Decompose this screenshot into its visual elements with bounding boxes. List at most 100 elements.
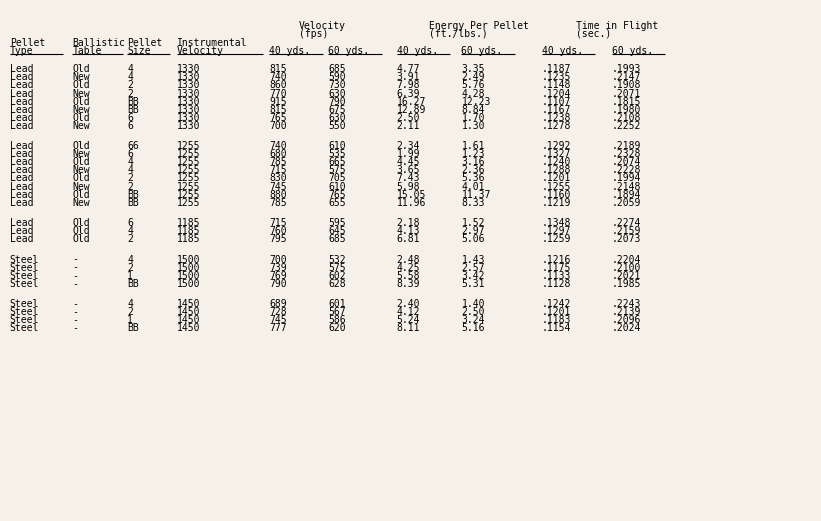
Text: -: -: [72, 323, 78, 333]
Text: 1.23: 1.23: [461, 149, 485, 159]
Text: 15.05: 15.05: [397, 190, 426, 200]
Text: 1450: 1450: [177, 307, 200, 317]
Text: 1.43: 1.43: [461, 254, 485, 265]
Text: .1908: .1908: [612, 80, 641, 91]
Text: 1255: 1255: [177, 165, 200, 176]
Text: BB: BB: [127, 190, 139, 200]
Text: 1330: 1330: [177, 80, 200, 91]
Text: 2: 2: [127, 307, 133, 317]
Text: New: New: [72, 181, 89, 192]
Text: (sec.): (sec.): [576, 29, 612, 39]
Text: Table: Table: [72, 46, 102, 56]
Text: .2100: .2100: [612, 263, 641, 272]
Text: .1278: .1278: [542, 121, 571, 131]
Text: 3.65: 3.65: [397, 165, 420, 176]
Text: 602: 602: [328, 270, 346, 281]
Text: .2139: .2139: [612, 307, 641, 317]
Text: 815: 815: [269, 64, 287, 75]
Text: BB: BB: [127, 96, 139, 107]
Text: 5.58: 5.58: [397, 270, 420, 281]
Text: Lead: Lead: [10, 113, 34, 123]
Text: Lead: Lead: [10, 80, 34, 91]
Text: .2074: .2074: [612, 157, 641, 167]
Text: .1175: .1175: [542, 263, 571, 272]
Text: 790: 790: [328, 96, 346, 107]
Text: Old: Old: [72, 80, 89, 91]
Text: .1240: .1240: [542, 157, 571, 167]
Text: 4: 4: [127, 299, 133, 309]
Text: 2.34: 2.34: [397, 141, 420, 151]
Text: 740: 740: [269, 72, 287, 82]
Text: Velocity: Velocity: [177, 46, 223, 56]
Text: .1204: .1204: [542, 89, 571, 98]
Text: Lead: Lead: [10, 190, 34, 200]
Text: 815: 815: [269, 105, 287, 115]
Text: Lead: Lead: [10, 226, 34, 236]
Text: 3.24: 3.24: [461, 315, 485, 325]
Text: 1: 1: [127, 270, 133, 281]
Text: (ft./lbs.): (ft./lbs.): [429, 29, 488, 39]
Text: 575: 575: [328, 263, 346, 272]
Text: 4: 4: [127, 226, 133, 236]
Text: 6.39: 6.39: [397, 89, 420, 98]
Text: 689: 689: [269, 299, 287, 309]
Text: Old: Old: [72, 96, 89, 107]
Text: .2148: .2148: [612, 181, 641, 192]
Text: .1154: .1154: [542, 323, 571, 333]
Text: 628: 628: [328, 279, 346, 289]
Text: 610: 610: [328, 141, 346, 151]
Text: Lead: Lead: [10, 197, 34, 208]
Text: BB: BB: [127, 197, 139, 208]
Text: 66: 66: [127, 141, 139, 151]
Text: Energy Per Pellet: Energy Per Pellet: [429, 21, 529, 31]
Text: Lead: Lead: [10, 105, 34, 115]
Text: 1255: 1255: [177, 190, 200, 200]
Text: 1255: 1255: [177, 141, 200, 151]
Text: 1500: 1500: [177, 254, 200, 265]
Text: New: New: [72, 149, 89, 159]
Text: .1187: .1187: [542, 64, 571, 75]
Text: 7.43: 7.43: [397, 173, 420, 183]
Text: 1185: 1185: [177, 234, 200, 244]
Text: .2024: .2024: [612, 323, 641, 333]
Text: Steel: Steel: [10, 270, 39, 281]
Text: 1.40: 1.40: [461, 299, 485, 309]
Text: BB: BB: [127, 323, 139, 333]
Text: 4.12: 4.12: [397, 307, 420, 317]
Text: 5.06: 5.06: [461, 234, 485, 244]
Text: BB: BB: [127, 279, 139, 289]
Text: 705: 705: [328, 173, 346, 183]
Text: Lead: Lead: [10, 181, 34, 192]
Text: .1980: .1980: [612, 105, 641, 115]
Text: Steel: Steel: [10, 323, 39, 333]
Text: 760: 760: [269, 226, 287, 236]
Text: .1160: .1160: [542, 190, 571, 200]
Text: .1148: .1148: [542, 80, 571, 91]
Text: .2096: .2096: [612, 315, 641, 325]
Text: 1450: 1450: [177, 299, 200, 309]
Text: 1255: 1255: [177, 173, 200, 183]
Text: .1238: .1238: [542, 113, 571, 123]
Text: 4.01: 4.01: [461, 181, 485, 192]
Text: Steel: Steel: [10, 299, 39, 309]
Text: 532: 532: [328, 254, 346, 265]
Text: 2: 2: [127, 89, 133, 98]
Text: 2.40: 2.40: [397, 299, 420, 309]
Text: 790: 790: [269, 279, 287, 289]
Text: .1255: .1255: [542, 181, 571, 192]
Text: 785: 785: [269, 197, 287, 208]
Text: Steel: Steel: [10, 315, 39, 325]
Text: Lead: Lead: [10, 218, 34, 228]
Text: 8.11: 8.11: [397, 323, 420, 333]
Text: 2.57: 2.57: [461, 263, 485, 272]
Text: 610: 610: [328, 181, 346, 192]
Text: .1242: .1242: [542, 299, 571, 309]
Text: 2: 2: [127, 80, 133, 91]
Text: -: -: [72, 263, 78, 272]
Text: .2189: .2189: [612, 141, 641, 151]
Text: .1288: .1288: [542, 165, 571, 176]
Text: Old: Old: [72, 113, 89, 123]
Text: .1297: .1297: [542, 226, 571, 236]
Text: 1.61: 1.61: [461, 141, 485, 151]
Text: 630: 630: [328, 89, 346, 98]
